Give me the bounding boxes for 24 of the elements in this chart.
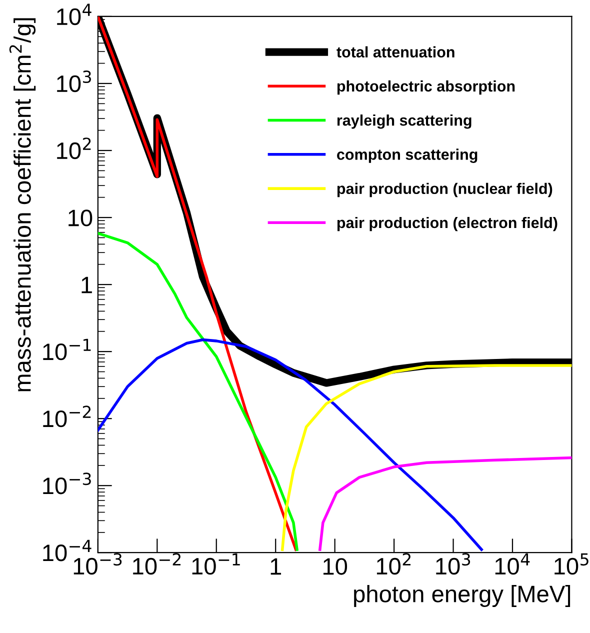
y-tick-label: 10$^{4}$ (57, 4, 92, 26)
legend-label: photoelectric absorption (337, 80, 515, 95)
y-tick-label: 10$^{2}$ (57, 138, 91, 160)
y-tick-label: 10 (68, 210, 92, 226)
x-tick-label: 1 (270, 558, 282, 575)
legend-label: pair production (nuclear field) (337, 182, 552, 198)
y-tick-label: 10$^{−2}$ (43, 406, 91, 428)
x-tick-label: 10$^{5}$ (554, 553, 588, 575)
y-tick-label: 1 (82, 276, 92, 294)
y-tick-label: 10$^{3}$ (57, 70, 91, 92)
x-tick-label: 10 (323, 558, 348, 575)
legend-label: compton scattering (337, 148, 478, 163)
x-tick-label: 10$^{3}$ (436, 553, 470, 575)
x-tick-label: 10$^{−1}$ (192, 553, 240, 575)
x-tick-label: 10$^{−2}$ (133, 553, 181, 575)
legend-label: pair production (electron field) (337, 216, 558, 232)
x-tick-label: 10$^{2}$ (376, 553, 411, 575)
legend-label: total attenuation (336, 46, 454, 58)
y-tick-label: 10$^{−1}$ (43, 338, 91, 360)
y-axis-title: mass-attenuation coefficient [cm$^{2}$/g] (9, 18, 36, 392)
x-tick-label: 10$^{4}$ (495, 553, 530, 575)
y-tick-label: 10$^{−3}$ (43, 472, 91, 494)
legend-label: rayleigh scattering (337, 114, 472, 129)
x-axis-title: photon energy [MeV] (354, 585, 570, 608)
